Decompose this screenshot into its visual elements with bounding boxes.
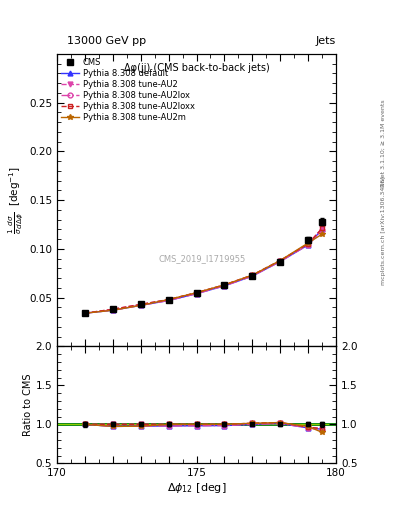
Pythia 8.308 tune-AU2loxx (250, 272, 255, 278)
Pythia 8.308 tune-AU2lox (320, 227, 325, 233)
Pythia 8.308 default (83, 310, 87, 316)
Pythia 8.308 tune-AU2loxx (83, 310, 87, 316)
Pythia 8.308 default (138, 302, 143, 308)
Pythia 8.308 tune-AU2 (306, 241, 310, 247)
Pythia 8.308 tune-AU2loxx (194, 290, 199, 296)
Pythia 8.308 tune-AU2m (278, 258, 283, 264)
Line: Pythia 8.308 tune-AU2m: Pythia 8.308 tune-AU2m (82, 231, 325, 316)
Pythia 8.308 tune-AU2 (194, 290, 199, 296)
Pythia 8.308 tune-AU2 (320, 225, 325, 231)
Pythia 8.308 tune-AU2lox (306, 242, 310, 248)
Pythia 8.308 tune-AU2loxx (306, 241, 310, 247)
Text: mcplots.cern.ch [arXiv:1306.3436]: mcplots.cern.ch [arXiv:1306.3436] (381, 176, 386, 285)
Line: Pythia 8.308 tune-AU2: Pythia 8.308 tune-AU2 (83, 226, 325, 315)
Pythia 8.308 tune-AU2loxx (110, 306, 115, 312)
Text: Δφ(jj) (CMS back-to-back jets): Δφ(jj) (CMS back-to-back jets) (124, 62, 269, 73)
Pythia 8.308 tune-AU2m (194, 290, 199, 296)
Pythia 8.308 default (278, 259, 283, 265)
Pythia 8.308 default (222, 283, 227, 289)
Text: Rivet 3.1.10; ≥ 3.1M events: Rivet 3.1.10; ≥ 3.1M events (381, 99, 386, 187)
Pythia 8.308 default (110, 307, 115, 313)
Pythia 8.308 tune-AU2 (278, 258, 283, 264)
Pythia 8.308 tune-AU2lox (222, 283, 227, 289)
Pythia 8.308 tune-AU2loxx (138, 302, 143, 308)
Pythia 8.308 tune-AU2m (110, 307, 115, 313)
Line: Pythia 8.308 default: Pythia 8.308 default (83, 227, 325, 315)
Pythia 8.308 tune-AU2lox (166, 297, 171, 304)
Pythia 8.308 default (306, 242, 310, 248)
Pythia 8.308 default (320, 226, 325, 232)
Line: Pythia 8.308 tune-AU2lox: Pythia 8.308 tune-AU2lox (83, 228, 325, 315)
Y-axis label: $\frac{1}{\sigma}\frac{d\sigma}{d\Delta\phi}$  [deg$^{-1}$]: $\frac{1}{\sigma}\frac{d\sigma}{d\Delta\… (7, 166, 26, 234)
Pythia 8.308 tune-AU2 (166, 296, 171, 303)
Pythia 8.308 tune-AU2lox (83, 310, 87, 316)
Pythia 8.308 tune-AU2lox (138, 302, 143, 308)
Pythia 8.308 default (194, 291, 199, 297)
Y-axis label: Ratio to CMS: Ratio to CMS (23, 374, 33, 436)
Pythia 8.308 tune-AU2m (320, 231, 325, 237)
Pythia 8.308 tune-AU2 (222, 282, 227, 288)
Text: 13000 GeV pp: 13000 GeV pp (67, 36, 146, 46)
Pythia 8.308 tune-AU2loxx (320, 225, 325, 231)
Pythia 8.308 tune-AU2lox (194, 291, 199, 297)
Pythia 8.308 default (250, 273, 255, 279)
Pythia 8.308 tune-AU2m (222, 282, 227, 288)
Pythia 8.308 tune-AU2 (138, 302, 143, 308)
Pythia 8.308 tune-AU2 (83, 310, 87, 316)
Pythia 8.308 tune-AU2loxx (166, 296, 171, 303)
Pythia 8.308 tune-AU2loxx (278, 258, 283, 264)
Pythia 8.308 tune-AU2m (83, 310, 87, 316)
Line: Pythia 8.308 tune-AU2loxx: Pythia 8.308 tune-AU2loxx (83, 226, 325, 315)
Pythia 8.308 tune-AU2lox (110, 307, 115, 313)
Pythia 8.308 tune-AU2 (250, 272, 255, 278)
Text: Jets: Jets (316, 36, 336, 46)
Pythia 8.308 tune-AU2lox (278, 259, 283, 265)
Pythia 8.308 tune-AU2m (166, 296, 171, 303)
Pythia 8.308 tune-AU2m (138, 302, 143, 308)
Pythia 8.308 default (166, 297, 171, 304)
Text: CMS_2019_I1719955: CMS_2019_I1719955 (158, 254, 246, 263)
Legend: CMS, Pythia 8.308 default, Pythia 8.308 tune-AU2, Pythia 8.308 tune-AU2lox, Pyth: CMS, Pythia 8.308 default, Pythia 8.308 … (59, 56, 196, 124)
Pythia 8.308 tune-AU2m (306, 240, 310, 246)
Pythia 8.308 tune-AU2m (250, 272, 255, 278)
X-axis label: $\Delta\phi_{12}$ [deg]: $\Delta\phi_{12}$ [deg] (167, 481, 226, 495)
Pythia 8.308 tune-AU2 (110, 306, 115, 312)
Pythia 8.308 tune-AU2lox (250, 273, 255, 279)
Pythia 8.308 tune-AU2loxx (222, 282, 227, 288)
